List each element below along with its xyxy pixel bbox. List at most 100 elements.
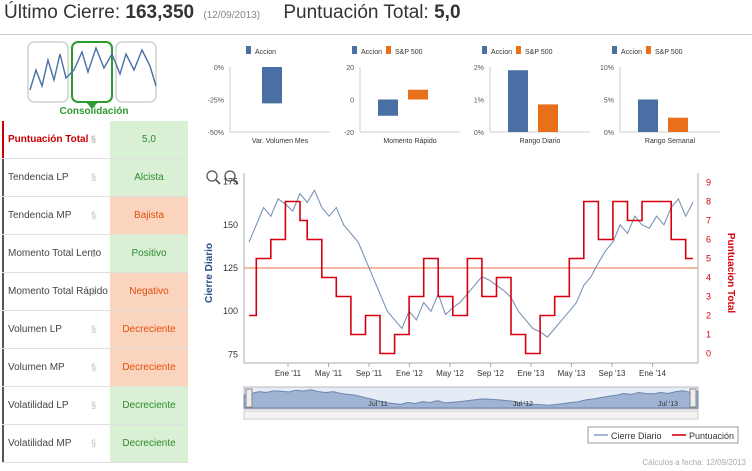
- x-tick-label: Sep '13: [599, 369, 626, 378]
- legend-swatch: [352, 46, 357, 54]
- y2-tick-label: 3: [706, 292, 711, 302]
- legend-swatch: [246, 46, 251, 54]
- y2-tick-label: 8: [706, 197, 711, 207]
- x-tick-label: Ene '14: [639, 369, 666, 378]
- x-tick-label: May '13: [558, 369, 586, 378]
- legend-label: Accion: [255, 49, 276, 56]
- y-tick-label: 0: [350, 98, 354, 105]
- y-tick-label: 0%: [214, 65, 224, 72]
- navigator-handle-left[interactable]: [245, 388, 253, 408]
- indicator-value: 5,0: [110, 121, 188, 158]
- calc-date-footer: Cálculos a fecha: 12/09/2013: [642, 458, 746, 467]
- indicator-label-text: Tendencia LP: [8, 172, 69, 183]
- indicator-label: Momento Total Lento §: [2, 235, 110, 272]
- legend-score-label: Puntuación: [689, 431, 734, 441]
- indicator-value: Alcista: [110, 159, 188, 196]
- x-tick-label: Ene '11: [275, 369, 302, 378]
- y-tick-label: -50%: [208, 130, 224, 137]
- mini-bar-chart: Accion S&P 500 20 0 -20 Momento Rápido: [344, 46, 460, 145]
- legend-label: S&P 500: [395, 49, 423, 56]
- y-tick-label: 5%: [604, 98, 614, 105]
- bar: [408, 89, 428, 100]
- navigator-label: Jul '11: [368, 401, 388, 408]
- navigator-scrollbar[interactable]: [243, 410, 699, 420]
- info-icon[interactable]: §: [90, 172, 96, 182]
- indicator-table: Puntuación Total § 5,0 Tendencia LP § Alcista…: [2, 121, 188, 463]
- indicator-row: Momento Total Lento § Positivo: [2, 235, 188, 273]
- bar: [668, 117, 688, 132]
- zoom-out-icon[interactable]: [224, 170, 239, 185]
- y-tick-label: 75: [228, 349, 238, 359]
- indicator-label: Puntuación Total §: [2, 121, 110, 158]
- indicator-value: Negativo: [110, 273, 188, 310]
- y-tick-label: 20: [346, 65, 354, 72]
- x-tick-label: Sep '12: [477, 369, 504, 378]
- header: Último Cierre: 163,350 (12/09/2013) Punt…: [4, 2, 461, 30]
- info-icon[interactable]: §: [90, 362, 96, 372]
- indicator-row: Tendencia MP § Bajista: [2, 197, 188, 235]
- y-tick-label: -20: [344, 130, 354, 137]
- price-line: [248, 189, 694, 338]
- price-score-chart: 75 100 125 150 175 0 1 2 3 4 5 6 7 8 9 Cierre Diario Pun…: [198, 163, 746, 453]
- y-tick-label: 100: [223, 306, 238, 316]
- y2-axis-title: Puntuacion Total: [725, 233, 736, 314]
- y-tick-label: 2%: [474, 65, 484, 72]
- y2-tick-label: 4: [706, 273, 711, 283]
- bar: [378, 99, 398, 116]
- last-close-date: (12/09/2013): [203, 10, 261, 21]
- y-axis-title: Cierre Diario: [204, 243, 215, 303]
- x-tick-label: Ene '12: [396, 369, 423, 378]
- legend-swatch: [482, 46, 487, 54]
- info-icon[interactable]: §: [90, 324, 96, 334]
- zoom-in-icon[interactable]: [206, 170, 221, 185]
- total-score-label: Puntuación Total:: [283, 2, 429, 23]
- legend-label: S&P 500: [525, 49, 553, 56]
- indicator-value: Bajista: [110, 197, 188, 234]
- indicator-label-text: Puntuación Total: [8, 134, 89, 145]
- indicator-label-text: Tendencia MP: [8, 210, 72, 221]
- info-icon[interactable]: §: [90, 134, 96, 144]
- indicator-row: Volatilidad LP § Decreciente: [2, 387, 188, 425]
- y2-tick-label: 9: [706, 178, 711, 188]
- y-tick-label: 0%: [474, 130, 484, 137]
- chart-title: Rango Semanal: [645, 138, 696, 145]
- navigator-handle-right[interactable]: [689, 388, 697, 408]
- indicator-label: Volumen LP §: [2, 311, 110, 348]
- y-tick-label: -25%: [208, 98, 224, 105]
- x-tick-label: Sep '11: [356, 369, 383, 378]
- legend-swatch: [516, 46, 521, 54]
- legend-price-label: Cierre Diario: [611, 431, 662, 441]
- total-score-value: 5,0: [434, 2, 461, 23]
- y-tick-label: 0%: [604, 130, 614, 137]
- legend-label: Accion: [621, 49, 642, 56]
- last-close-value: 163,350: [125, 2, 195, 23]
- info-icon[interactable]: §: [90, 400, 96, 410]
- bar: [262, 67, 282, 104]
- navigator-label: Jul '12: [513, 401, 533, 408]
- indicator-label: Volatilidad LP §: [2, 387, 110, 424]
- y2-tick-label: 5: [706, 254, 711, 264]
- chart-title: Rango Diario: [520, 138, 561, 145]
- legend-swatch: [386, 46, 391, 54]
- indicator-label: Tendencia LP §: [2, 159, 110, 196]
- last-close-label: Último Cierre:: [4, 2, 121, 23]
- indicator-label-text: Volatilidad LP: [8, 400, 69, 411]
- pattern-thumbnails[interactable]: [26, 40, 158, 110]
- info-icon[interactable]: §: [90, 438, 96, 448]
- mini-bar-chart: Accion S&P 500 2% 1% 0% Rango Diario: [474, 46, 590, 145]
- indicator-value: Decreciente: [110, 349, 188, 386]
- navigator-label: Jul '13: [658, 401, 678, 408]
- indicator-value: Decreciente: [110, 311, 188, 348]
- chart-title: Var. Volumen Mes: [252, 138, 309, 145]
- y-tick-label: 1%: [474, 98, 484, 105]
- indicator-label-text: Volatilidad MP: [8, 438, 72, 449]
- y-tick-label: 150: [223, 220, 238, 230]
- info-icon[interactable]: §: [90, 248, 96, 258]
- bar: [508, 70, 528, 132]
- x-tick-label: Ene '13: [518, 369, 545, 378]
- info-icon[interactable]: §: [90, 286, 96, 296]
- indicator-label: Momento Total Rápido §: [2, 273, 110, 310]
- info-icon[interactable]: §: [90, 210, 96, 220]
- score-step-line: [249, 200, 693, 355]
- legend-box: [587, 426, 739, 444]
